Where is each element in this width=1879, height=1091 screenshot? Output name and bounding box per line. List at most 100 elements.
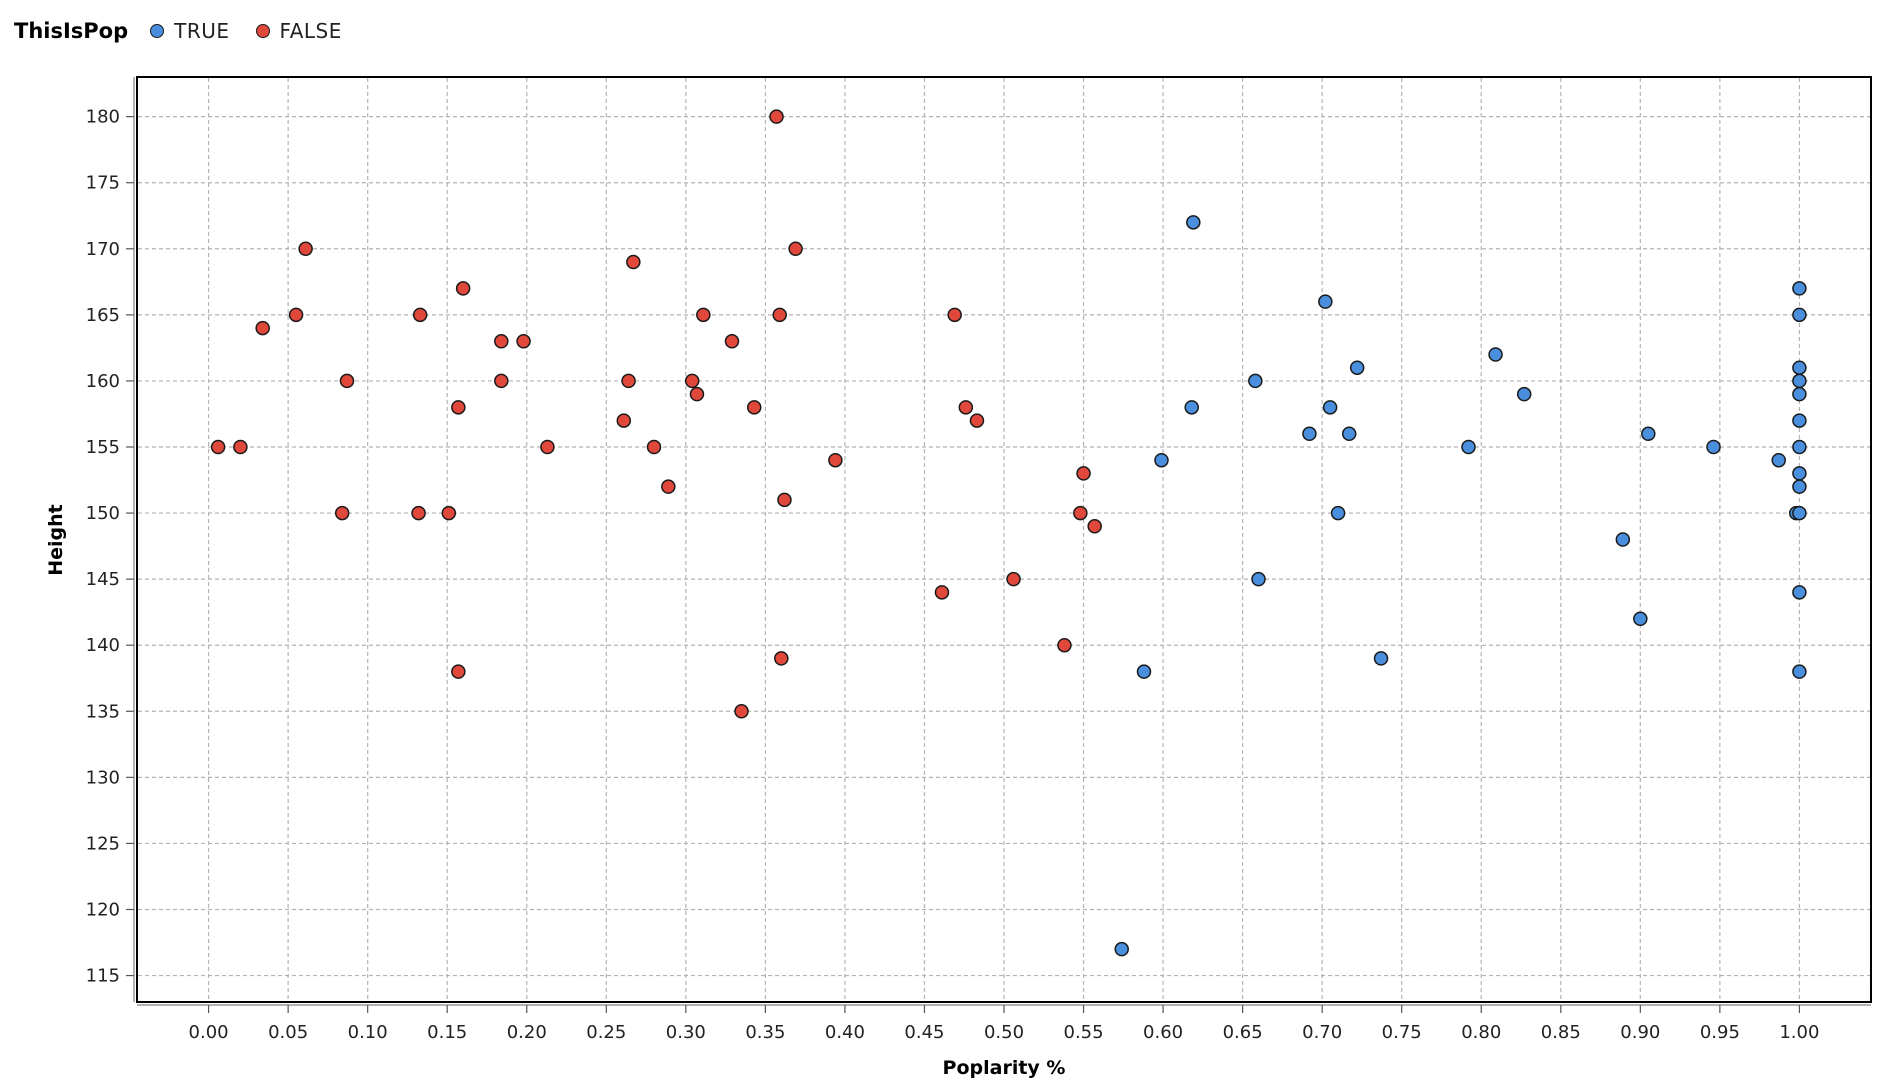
data-point-true: [1615, 532, 1631, 547]
x-tick-label: 0.70: [1302, 1022, 1342, 1043]
x-tick-label: 0.65: [1223, 1022, 1263, 1043]
y-tick-label: 150: [86, 503, 120, 524]
data-point-false: [621, 373, 636, 389]
data-point-false: [772, 307, 787, 323]
x-tick-label: 0.60: [1143, 1022, 1183, 1043]
data-point-true: [1771, 452, 1786, 468]
data-point-true: [1792, 386, 1807, 402]
data-point-true: [1251, 571, 1266, 587]
legend-label-false: FALSE: [279, 19, 342, 43]
x-tick-label: 0.10: [348, 1022, 388, 1043]
data-point-false: [934, 585, 950, 600]
data-point-false: [646, 439, 662, 455]
data-point-true: [1792, 413, 1807, 428]
x-tick-label: 0.75: [1382, 1022, 1422, 1043]
data-point-false: [734, 704, 749, 719]
data-point-false: [626, 254, 641, 270]
data-point-true: [1322, 400, 1338, 415]
x-axis: 0.00 0.05 0.10 0.15 0.20 0.25 0.30 0.35 0.40 0.45…: [137, 1004, 1871, 1043]
data-point-true: [1302, 426, 1317, 442]
x-tick-label: 0.50: [984, 1022, 1024, 1043]
data-point-true: [1136, 664, 1152, 679]
data-point-true: [1248, 373, 1263, 389]
data-point-false: [451, 664, 466, 679]
y-tick-label: 125: [86, 833, 120, 854]
y-tick-label: 130: [86, 767, 120, 788]
data-point-false: [724, 334, 740, 349]
data-point-false: [661, 479, 676, 494]
data-point-false: [746, 400, 762, 415]
data-point-false: [540, 439, 555, 455]
legend-item-false: FALSE: [255, 19, 342, 43]
y-tick-label: 180: [86, 107, 120, 128]
data-point-true: [1154, 452, 1169, 468]
data-point-false: [411, 505, 426, 521]
data-point-true: [1792, 585, 1807, 600]
y-tick-label: 140: [86, 635, 120, 656]
y-tick-label: 175: [86, 173, 120, 194]
data-point-false: [210, 439, 226, 455]
series-false: [210, 109, 1102, 719]
data-point-false: [255, 320, 270, 336]
data-point-false: [451, 400, 466, 415]
data-point-true: [1373, 651, 1389, 666]
x-tick-label: 0.00: [189, 1022, 229, 1043]
data-point-false: [616, 413, 632, 428]
legend-title: ThisIsPop: [14, 19, 129, 43]
data-point-true: [1792, 281, 1807, 296]
data-point-false: [288, 307, 304, 323]
data-point-false: [494, 373, 509, 389]
y-tick-label: 145: [86, 569, 120, 590]
data-point-false: [339, 373, 355, 389]
data-point-true: [1792, 466, 1807, 481]
data-point-true: [1792, 373, 1807, 389]
data-point-true: [1186, 215, 1201, 230]
data-point-true: [1641, 426, 1656, 442]
data-point-true: [1461, 439, 1476, 455]
legend: ThisIsPop TRUE FALSE: [14, 16, 368, 46]
legend-item-true: TRUE: [150, 19, 229, 43]
data-point-false: [947, 307, 962, 323]
data-point-false: [969, 413, 985, 428]
data-point-false: [769, 109, 784, 124]
x-tick-label: 0.25: [586, 1022, 626, 1043]
legend-label-true: TRUE: [174, 19, 230, 43]
data-point-false: [1087, 519, 1102, 534]
data-point-false: [494, 334, 509, 349]
y-tick-label: 135: [86, 701, 120, 722]
y-tick-label: 120: [86, 900, 120, 921]
data-point-false: [455, 281, 471, 296]
legend-swatch-true: [150, 24, 165, 38]
data-point-false: [441, 505, 457, 521]
data-point-false: [696, 307, 711, 323]
x-tick-label: 1.00: [1779, 1022, 1819, 1043]
x-tick-label: 0.35: [745, 1022, 785, 1043]
x-tick-label: 0.85: [1541, 1022, 1581, 1043]
data-point-false: [1073, 505, 1088, 521]
data-point-true: [1184, 400, 1199, 415]
data-point-true: [1114, 941, 1129, 957]
data-point-true: [1330, 505, 1346, 521]
data-point-true: [1792, 505, 1807, 521]
y-axis-label: Height: [45, 504, 67, 576]
x-tick-label: 0.05: [268, 1022, 308, 1043]
data-point-false: [689, 386, 705, 402]
data-point-true: [1792, 439, 1807, 455]
data-point-true: [1706, 439, 1721, 455]
x-tick-label: 0.80: [1461, 1022, 1501, 1043]
data-point-false: [1076, 466, 1091, 481]
y-tick-label: 160: [86, 371, 120, 392]
x-tick-label: 0.15: [427, 1022, 467, 1043]
data-point-true: [1792, 307, 1807, 323]
data-point-true: [1349, 360, 1365, 375]
y-tick-label: 115: [86, 966, 120, 987]
data-point-true: [1516, 386, 1532, 402]
data-point-true: [1792, 479, 1807, 494]
data-point-false: [684, 373, 700, 389]
data-point-true: [1318, 294, 1333, 309]
data-point-false: [233, 439, 248, 455]
data-point-false: [412, 307, 428, 323]
x-tick-label: 0.45: [904, 1022, 944, 1043]
x-tick-label: 0.90: [1620, 1022, 1660, 1043]
